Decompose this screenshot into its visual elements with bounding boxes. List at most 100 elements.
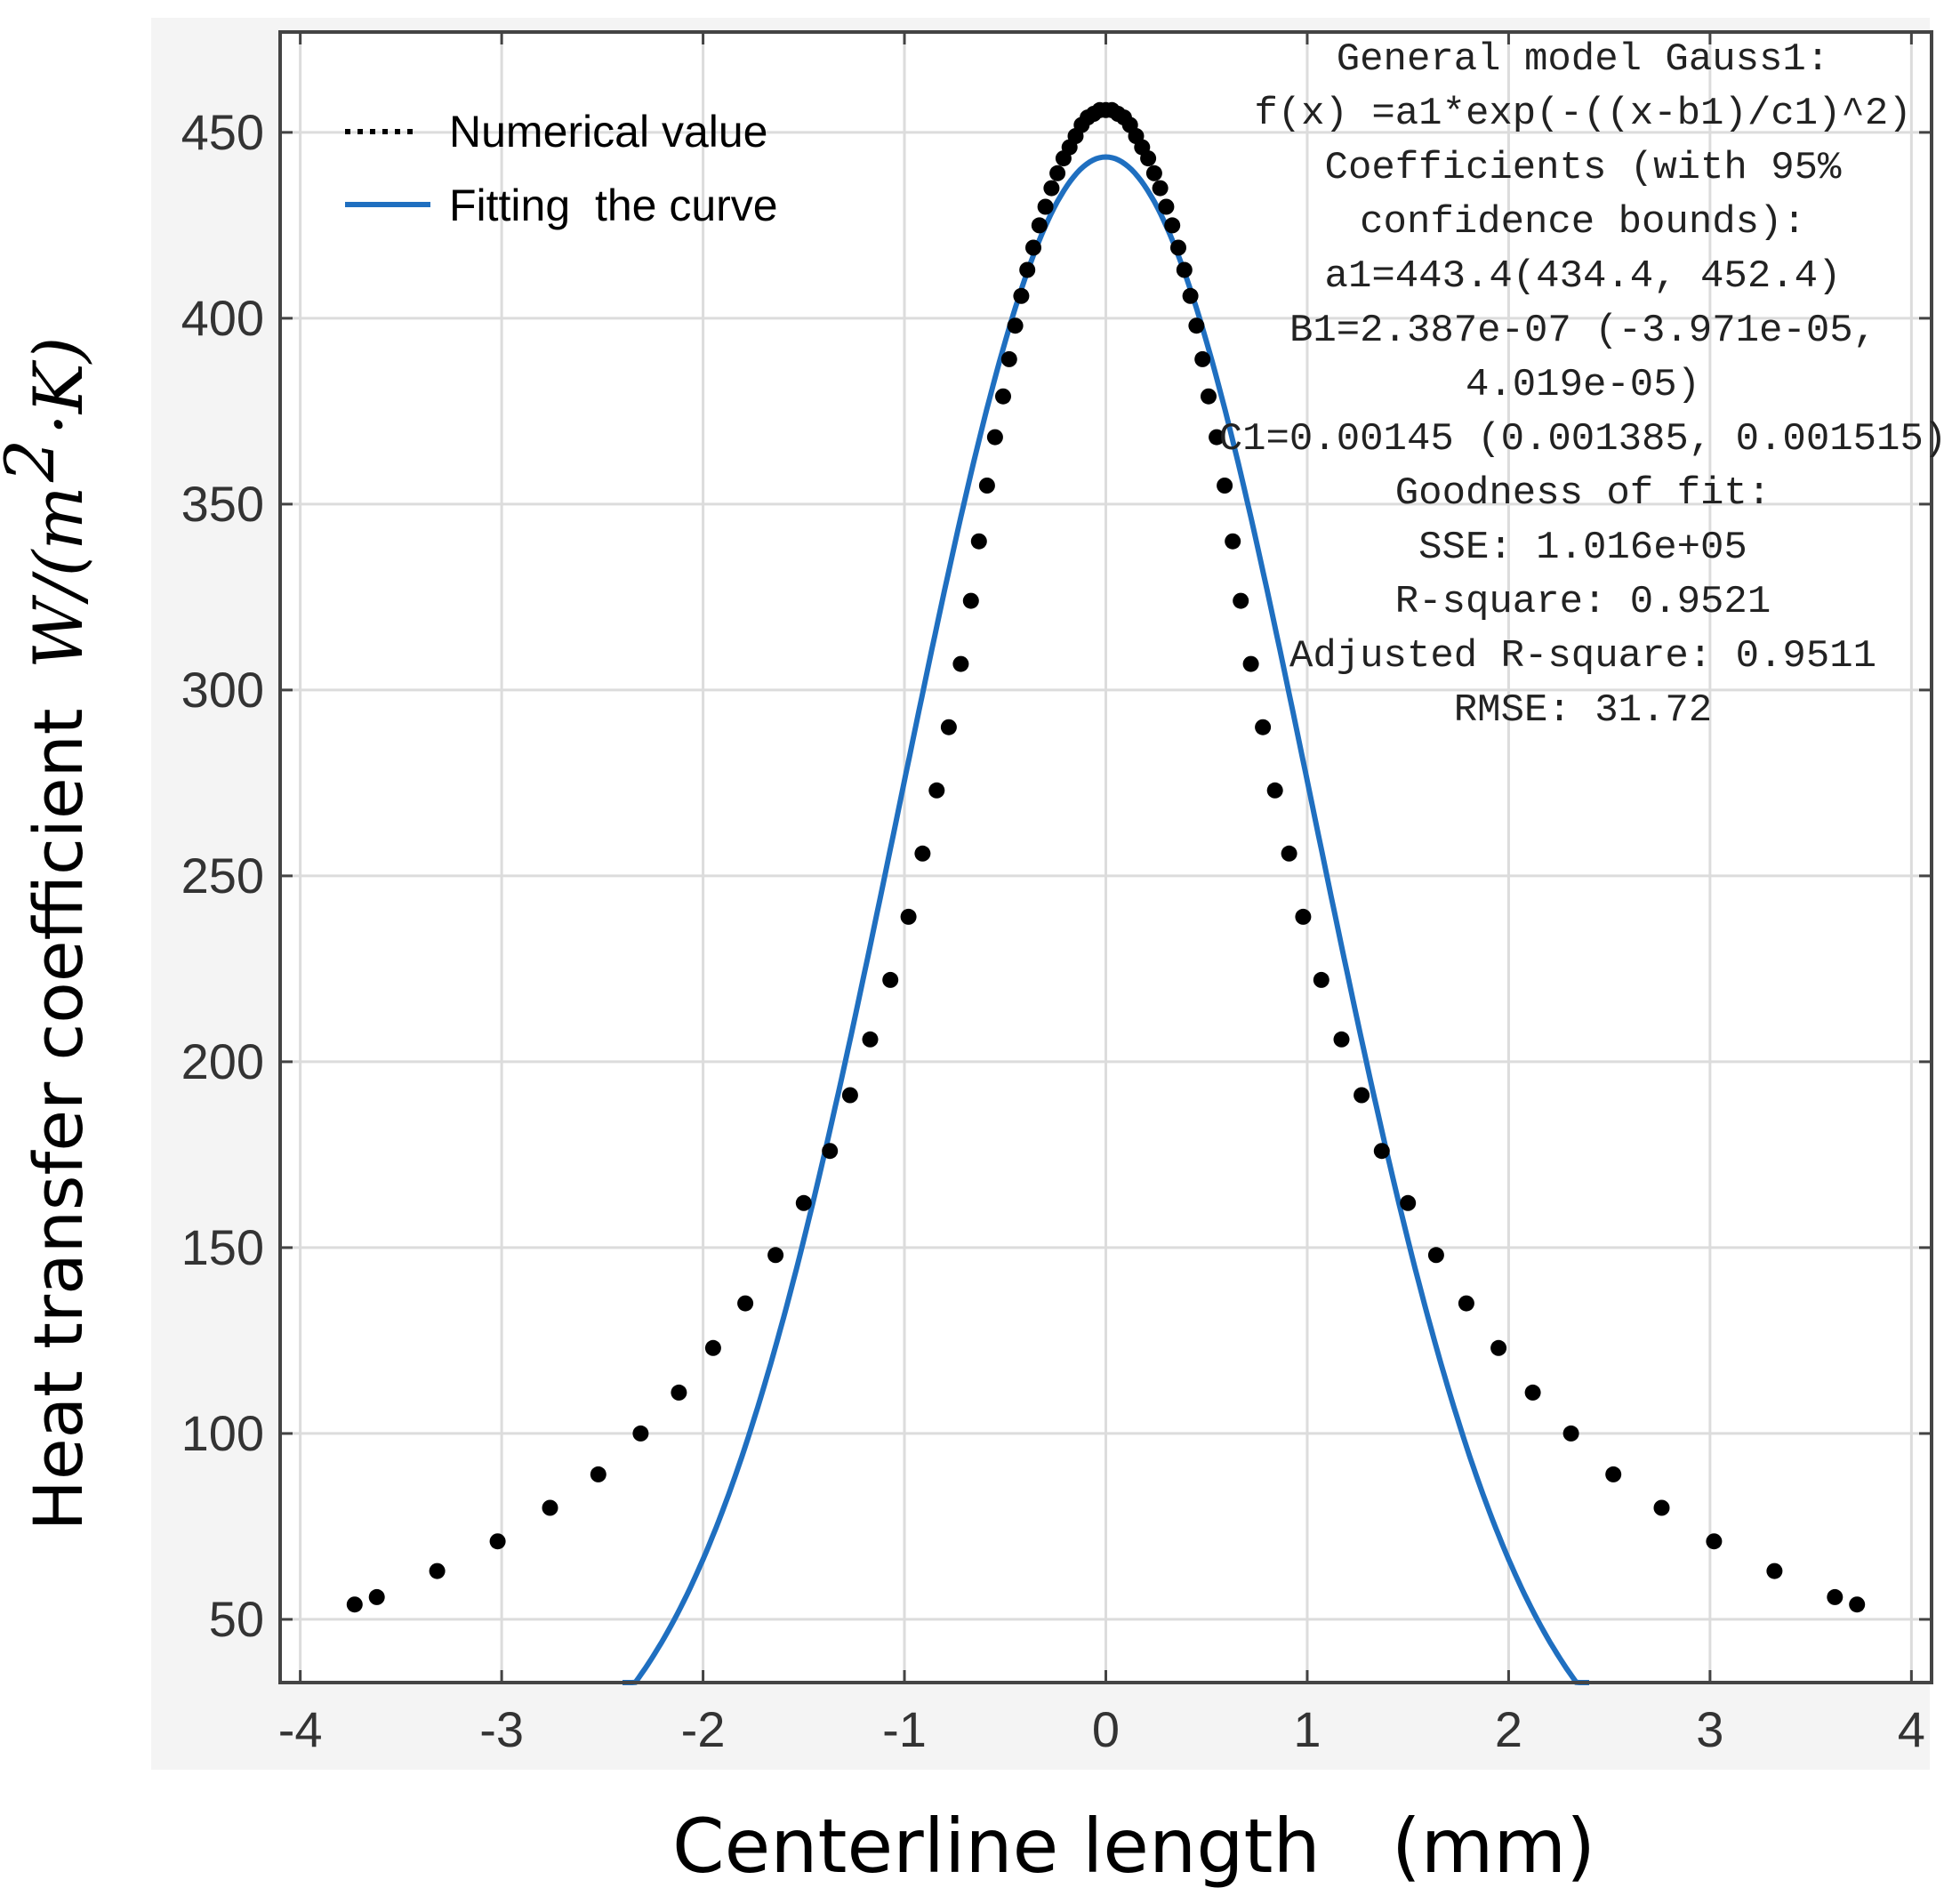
data-point: [542, 1500, 558, 1516]
legend-label-fit: Fitting the curve: [449, 181, 778, 230]
data-point: [1428, 1247, 1444, 1263]
data-point: [1255, 719, 1271, 735]
annotation-line: confidence bounds):: [1360, 200, 1806, 245]
data-point: [1490, 1340, 1506, 1356]
data-point: [430, 1563, 446, 1579]
data-point: [1243, 656, 1259, 672]
annotation-line: SSE: 1.016e+05: [1418, 526, 1747, 570]
data-point: [1525, 1385, 1541, 1401]
data-point: [1849, 1596, 1865, 1612]
data-point: [1025, 240, 1041, 256]
x-tick-label: -3: [479, 1701, 524, 1757]
annotation-line: f(x) =a1*exp(-((x-b1)/c1)^2): [1254, 92, 1911, 136]
data-point: [1146, 165, 1162, 181]
annotation-line: 4.019e-05): [1466, 363, 1700, 407]
y-tick-label: 450: [181, 104, 264, 160]
data-point: [1008, 317, 1024, 333]
x-tick-label: -2: [681, 1701, 726, 1757]
y-tick-label: 400: [181, 290, 264, 346]
data-point: [1183, 288, 1199, 304]
data-point: [971, 534, 987, 550]
data-point: [842, 1088, 858, 1104]
x-tick-label: 2: [1495, 1701, 1522, 1757]
data-point: [1164, 217, 1180, 233]
data-point: [1043, 181, 1059, 197]
data-point: [632, 1426, 648, 1442]
data-point: [1049, 165, 1065, 181]
data-point: [1354, 1088, 1370, 1104]
data-point: [1001, 351, 1017, 367]
data-point: [1654, 1500, 1670, 1516]
data-point: [796, 1195, 812, 1211]
x-tick-label: 3: [1696, 1701, 1723, 1757]
data-point: [347, 1596, 363, 1612]
data-point: [1038, 199, 1054, 215]
annotation-line: Adjusted R-square: 0.9511: [1289, 634, 1876, 679]
y-axis-label-text: Heat transfer coefficient: [19, 708, 98, 1530]
annotation-line: B1=2.387e-07 (-3.971e-05,: [1289, 309, 1876, 353]
y-axis-unit-prefix: W/(m: [19, 486, 98, 669]
data-point: [1013, 288, 1029, 304]
y-axis-label: Heat transfer coefficient W/(m 2 ·K): [0, 337, 98, 1531]
chart-svg: -4 -3 -2 -1 0 1 2 3 4 50100150200250300350400450…: [0, 0, 1944, 1904]
data-point: [1563, 1426, 1579, 1442]
data-point: [1153, 181, 1169, 197]
x-tick-label: 0: [1092, 1701, 1120, 1757]
data-point: [995, 389, 1011, 405]
data-point: [1170, 240, 1186, 256]
data-point: [941, 719, 957, 735]
annotation-line: General model Gauss1:: [1337, 37, 1830, 82]
annotation-line: Coefficients (with 95%: [1325, 146, 1842, 190]
y-axis-unit-suffix: ·K): [19, 337, 98, 436]
data-point: [963, 593, 979, 609]
data-point: [1201, 389, 1217, 405]
data-point: [1158, 199, 1174, 215]
x-tick-label: -1: [882, 1701, 927, 1757]
data-point: [1140, 150, 1156, 166]
y-tick-label: 350: [181, 476, 264, 532]
data-point: [1188, 317, 1204, 333]
data-point: [1194, 351, 1210, 367]
data-point: [1706, 1533, 1722, 1549]
data-point: [1281, 846, 1297, 862]
data-point: [1267, 783, 1283, 799]
data-point: [1458, 1296, 1474, 1312]
legend-label-numerical: Numerical value: [449, 107, 767, 157]
annotation-line: R-square: 0.9521: [1395, 580, 1771, 624]
data-point: [737, 1296, 753, 1312]
data-point: [987, 430, 1003, 446]
data-point: [590, 1466, 606, 1482]
data-point: [901, 909, 917, 925]
data-point: [1019, 262, 1035, 278]
data-point: [863, 1032, 879, 1048]
data-point: [1295, 909, 1311, 925]
data-point: [1334, 1032, 1350, 1048]
data-point: [914, 846, 930, 862]
data-point: [1217, 478, 1233, 494]
chart-container: -4 -3 -2 -1 0 1 2 3 4 50 100 150 200 250 300 350 400 450…: [0, 0, 1944, 1904]
data-point: [822, 1143, 838, 1159]
y-tick-label: 250: [181, 848, 264, 904]
y-tick-label: 50: [209, 1591, 264, 1647]
annotation-line: Goodness of fit:: [1395, 471, 1771, 516]
data-point: [1233, 593, 1249, 609]
data-point: [1032, 217, 1048, 233]
y-tick-label: 100: [181, 1405, 264, 1461]
data-point: [1177, 262, 1193, 278]
data-point: [705, 1340, 721, 1356]
annotation-line: RMSE: 31.72: [1454, 688, 1712, 733]
x-tick-label: 4: [1898, 1701, 1925, 1757]
svg-text:Heat transfer coefficient: Heat transfer coefficient W/(m 2 ·K): [0, 337, 98, 1531]
y-tick-label: 200: [181, 1033, 264, 1089]
x-tick-label: -4: [278, 1701, 323, 1757]
data-point: [1374, 1143, 1390, 1159]
y-axis-unit-exponent: 2: [0, 439, 69, 483]
data-point: [767, 1247, 783, 1263]
data-point: [1766, 1563, 1782, 1579]
y-tick-label: 150: [181, 1219, 264, 1275]
data-point: [1827, 1589, 1843, 1605]
data-point: [1313, 972, 1329, 988]
y-tick-label: 300: [181, 662, 264, 718]
data-point: [928, 783, 944, 799]
data-point: [1225, 534, 1241, 550]
